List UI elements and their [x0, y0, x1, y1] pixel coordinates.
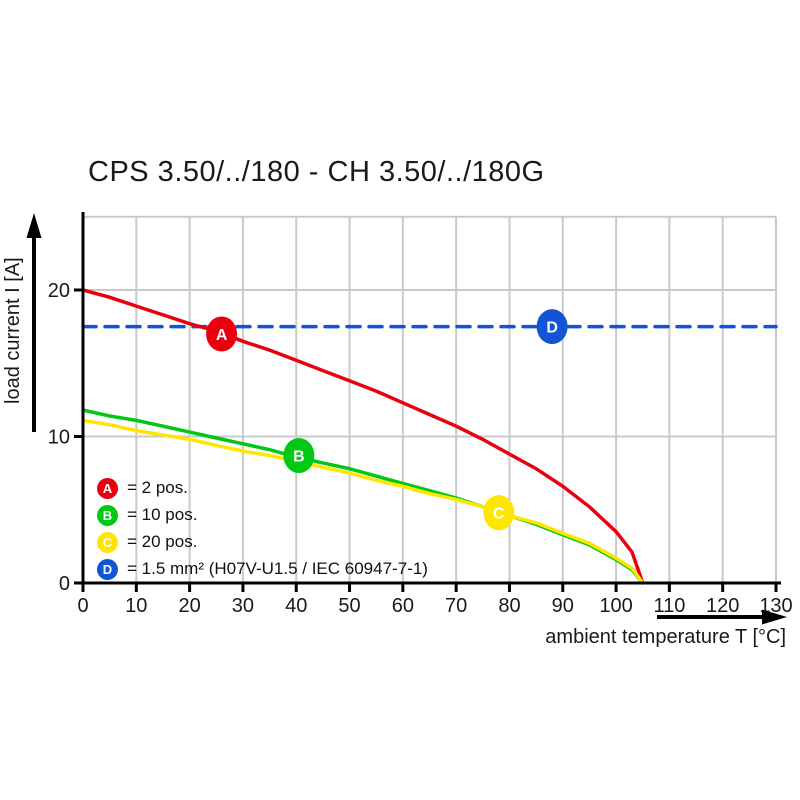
- y-tick-label: 10: [48, 427, 70, 449]
- x-tick-label: 100: [599, 595, 632, 617]
- legend-item-a: A = 2 pos.: [97, 477, 428, 499]
- x-tick-label: 120: [706, 595, 739, 617]
- y-axis-label: load current I [A]: [2, 257, 24, 405]
- marker-d: [536, 309, 568, 345]
- x-axis-label: ambient temperature T [°C]: [545, 626, 786, 648]
- x-tick-label: 90: [552, 595, 574, 617]
- legend-marker-b-icon: B: [97, 504, 118, 526]
- marker-c-letter: C: [493, 506, 505, 523]
- marker-d-letter: D: [546, 320, 558, 337]
- y-axis-arrowhead-icon: [26, 213, 42, 238]
- x-tick-label: 110: [653, 595, 685, 617]
- legend-marker-a-icon: A: [97, 477, 118, 499]
- x-tick-label: 0: [77, 595, 88, 617]
- legend-item-d: D = 1.5 mm² (H07V-U1.5 / IEC 60947-7-1): [97, 558, 428, 580]
- x-tick-label: 60: [392, 595, 414, 617]
- chart-title: CPS 3.50/../180 - CH 3.50/../180G: [88, 156, 545, 188]
- marker-c: [483, 495, 515, 531]
- x-tick-label: 10: [125, 595, 147, 617]
- curve-c: [81, 418, 645, 585]
- marker-a-letter: A: [216, 327, 228, 344]
- x-tick-label: 20: [178, 595, 200, 617]
- legend-label: = 2 pos.: [127, 478, 188, 497]
- legend-label: = 20 pos.: [127, 532, 198, 551]
- legend-item-b: B = 10 pos.: [97, 504, 428, 526]
- x-tick-label: 30: [232, 595, 254, 617]
- x-tick-label: 80: [498, 595, 520, 617]
- legend-marker-c-icon: C: [97, 531, 118, 553]
- y-tick-label: 0: [59, 573, 70, 595]
- x-tick-label: 40: [285, 595, 307, 617]
- legend-marker-d-icon: D: [97, 558, 118, 580]
- marker-b-letter: B: [293, 449, 305, 466]
- x-tick-label: 70: [445, 595, 467, 617]
- marker-b: [283, 438, 315, 474]
- legend-item-c: C = 20 pos.: [97, 531, 428, 553]
- marker-a: [206, 316, 238, 352]
- legend: A = 2 pos. B = 10 pos. C = 20 pos. D = 1.5 mm² …: [97, 477, 428, 580]
- x-axis-arrowhead-icon: [762, 609, 787, 625]
- legend-label: = 10 pos.: [127, 505, 198, 524]
- y-tick-label: 20: [48, 280, 70, 302]
- legend-label: = 1.5 mm² (H07V-U1.5 / IEC 60947-7-1): [127, 559, 428, 578]
- curve-a: [81, 288, 645, 585]
- x-tick-label: 50: [338, 595, 360, 617]
